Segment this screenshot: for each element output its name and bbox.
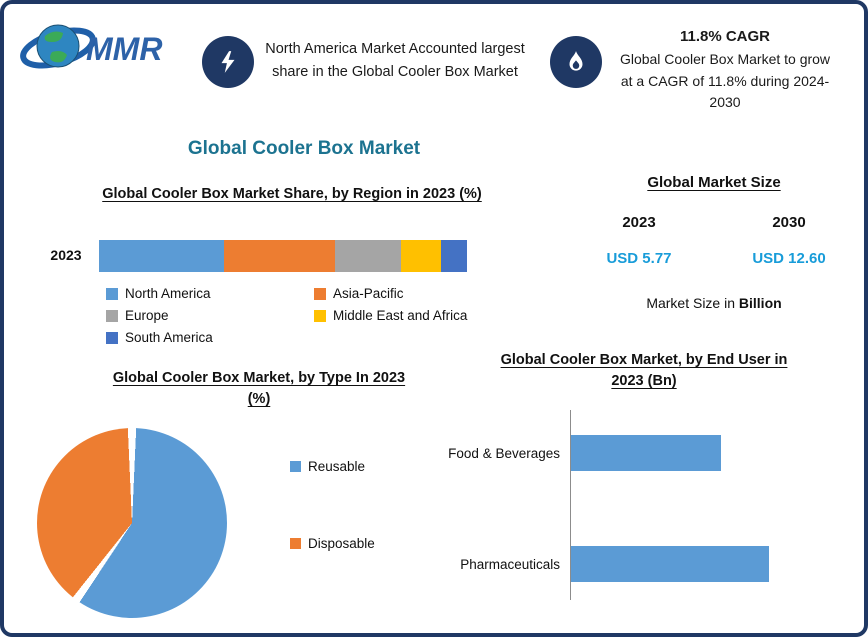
type-pie bbox=[37, 428, 227, 618]
region-legend: North America Asia-Pacific Europe Middle Ea… bbox=[106, 286, 536, 345]
cagr-title: 11.8% CAGR bbox=[679, 28, 771, 45]
flame-icon bbox=[569, 51, 583, 71]
market-size-years: 2023 2030 bbox=[564, 214, 864, 231]
bar-segment-south-america bbox=[441, 240, 467, 272]
page-title: Global Cooler Box Market bbox=[187, 138, 421, 159]
enduser-label: Pharmaceuticals bbox=[460, 556, 560, 572]
lightning-icon bbox=[221, 51, 235, 73]
enduser-bar bbox=[571, 435, 721, 471]
legend-label: South America bbox=[125, 330, 213, 345]
market-size-year-left: 2023 bbox=[622, 214, 656, 231]
pie-legend-label: Reusable bbox=[308, 459, 366, 474]
pie-legend-item: Reusable bbox=[290, 459, 375, 474]
legend-swatch bbox=[106, 309, 118, 322]
cagr-text: Global Cooler Box Market to grow at a CA… bbox=[619, 51, 831, 111]
legend-swatch bbox=[106, 331, 118, 344]
enduser-axis-line bbox=[570, 410, 571, 600]
market-size-note-prefix: Market Size in bbox=[646, 295, 739, 311]
svg-text:MMR: MMR bbox=[86, 31, 162, 67]
legend-swatch bbox=[314, 309, 326, 322]
legend-label: Asia-Pacific bbox=[333, 286, 404, 301]
market-size-note: Market Size in Billion bbox=[589, 295, 839, 311]
bar-segment-europe bbox=[334, 240, 401, 272]
highlight-cagr: 11.8% CAGR Global Cooler Box Market to g… bbox=[614, 28, 836, 114]
legend-label: Middle East and Africa bbox=[333, 308, 468, 323]
legend-swatch bbox=[314, 287, 326, 300]
type-chart-title: Global Cooler Box Market, by Type In 202… bbox=[112, 370, 406, 408]
enduser-row: Food & Beverages bbox=[414, 435, 721, 471]
pie-legend-item: Disposable bbox=[290, 536, 375, 551]
enduser-label: Food & Beverages bbox=[448, 445, 560, 461]
region-stacked-bar bbox=[99, 240, 467, 272]
enduser-chart-title: Global Cooler Box Market, by End User in… bbox=[500, 352, 788, 390]
region-axis-label: 2023 bbox=[50, 247, 82, 263]
highlight-share-text: North America Market Accounted largest s… bbox=[265, 41, 525, 81]
market-size-value-left: USD 5.77 bbox=[606, 250, 672, 267]
market-size-value-right: USD 12.60 bbox=[752, 250, 826, 267]
legend-swatch bbox=[106, 287, 118, 300]
pie-legend-swatch bbox=[290, 461, 301, 472]
pie-legend-label: Disposable bbox=[308, 536, 375, 551]
legend-item: Middle East and Africa bbox=[314, 308, 536, 323]
enduser-bar bbox=[571, 546, 769, 582]
market-size-title: Global Market Size bbox=[647, 174, 781, 191]
bar-segment-asia-pacific bbox=[224, 240, 335, 272]
enduser-row: Pharmaceuticals bbox=[414, 546, 769, 582]
legend-item: Asia-Pacific bbox=[314, 286, 536, 301]
market-size-note-bold: Billion bbox=[738, 295, 782, 311]
region-chart-title: Global Cooler Box Market Share, by Regio… bbox=[102, 186, 482, 202]
legend-item: North America bbox=[106, 286, 314, 301]
flame-icon-badge bbox=[550, 36, 602, 88]
mmr-logo: MMR bbox=[18, 12, 188, 91]
legend-item: South America bbox=[106, 330, 314, 345]
legend-label: Europe bbox=[125, 308, 169, 323]
legend-label: North America bbox=[125, 286, 211, 301]
lightning-icon-badge bbox=[202, 36, 254, 88]
bar-segment-north-america bbox=[99, 240, 225, 272]
legend-item: Europe bbox=[106, 308, 314, 323]
type-pie-legend: Reusable Disposable bbox=[290, 459, 375, 551]
globe-logo-icon: MMR bbox=[20, 24, 162, 69]
bar-segment-middle-east-and-africa bbox=[400, 240, 442, 272]
market-size-values: USD 5.77 USD 12.60 bbox=[564, 250, 864, 267]
pie-legend-swatch bbox=[290, 538, 301, 549]
market-size-year-right: 2030 bbox=[772, 214, 806, 231]
